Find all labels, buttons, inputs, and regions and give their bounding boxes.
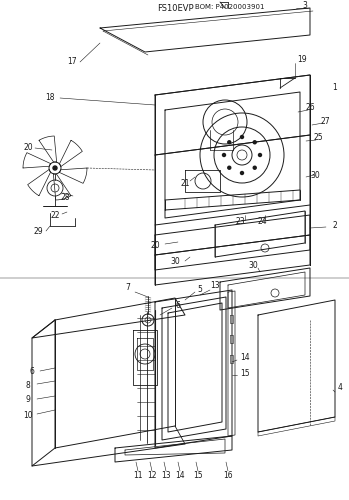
Circle shape (253, 166, 256, 169)
Text: 4: 4 (337, 384, 342, 392)
Text: 27: 27 (320, 118, 330, 126)
Text: 21: 21 (180, 178, 190, 188)
Text: 9: 9 (25, 396, 30, 404)
Text: 14: 14 (175, 470, 185, 480)
Text: 25: 25 (313, 134, 323, 142)
Text: 5: 5 (198, 286, 202, 294)
Text: 6: 6 (30, 368, 35, 376)
Text: 3: 3 (303, 2, 307, 11)
Text: 14: 14 (240, 354, 250, 362)
Text: 1: 1 (333, 84, 337, 92)
Text: FS10EVP: FS10EVP (157, 4, 193, 13)
Text: 6: 6 (176, 302, 180, 310)
Text: 19: 19 (297, 56, 307, 64)
Text: 7: 7 (126, 284, 131, 292)
Text: 13: 13 (210, 282, 220, 290)
Text: 2: 2 (333, 220, 337, 230)
Text: 12: 12 (147, 470, 157, 480)
Circle shape (259, 154, 261, 156)
Text: 18: 18 (45, 94, 55, 102)
Circle shape (240, 136, 244, 138)
Circle shape (253, 141, 256, 144)
Circle shape (228, 141, 231, 144)
Text: 24: 24 (257, 218, 267, 226)
Text: 10: 10 (23, 410, 33, 420)
Text: 28: 28 (60, 194, 70, 202)
Circle shape (240, 172, 244, 174)
Text: 11: 11 (133, 470, 143, 480)
Text: 26: 26 (305, 104, 315, 112)
Text: 20: 20 (23, 144, 33, 152)
Text: 17: 17 (67, 58, 77, 66)
Text: 30: 30 (170, 258, 180, 266)
Text: 20: 20 (150, 240, 160, 250)
Text: 16: 16 (223, 470, 233, 480)
Text: 30: 30 (248, 260, 258, 270)
Circle shape (53, 166, 57, 170)
Text: 15: 15 (240, 368, 250, 378)
Circle shape (228, 166, 231, 169)
Text: 13: 13 (161, 470, 171, 480)
Text: 15: 15 (193, 470, 203, 480)
Text: 29: 29 (33, 228, 43, 236)
Text: 30: 30 (310, 170, 320, 179)
Text: 22: 22 (50, 210, 60, 220)
Text: BOM: P4020003901: BOM: P4020003901 (195, 4, 265, 10)
Text: 8: 8 (25, 380, 30, 390)
Text: 23: 23 (235, 218, 245, 226)
Circle shape (223, 154, 225, 156)
